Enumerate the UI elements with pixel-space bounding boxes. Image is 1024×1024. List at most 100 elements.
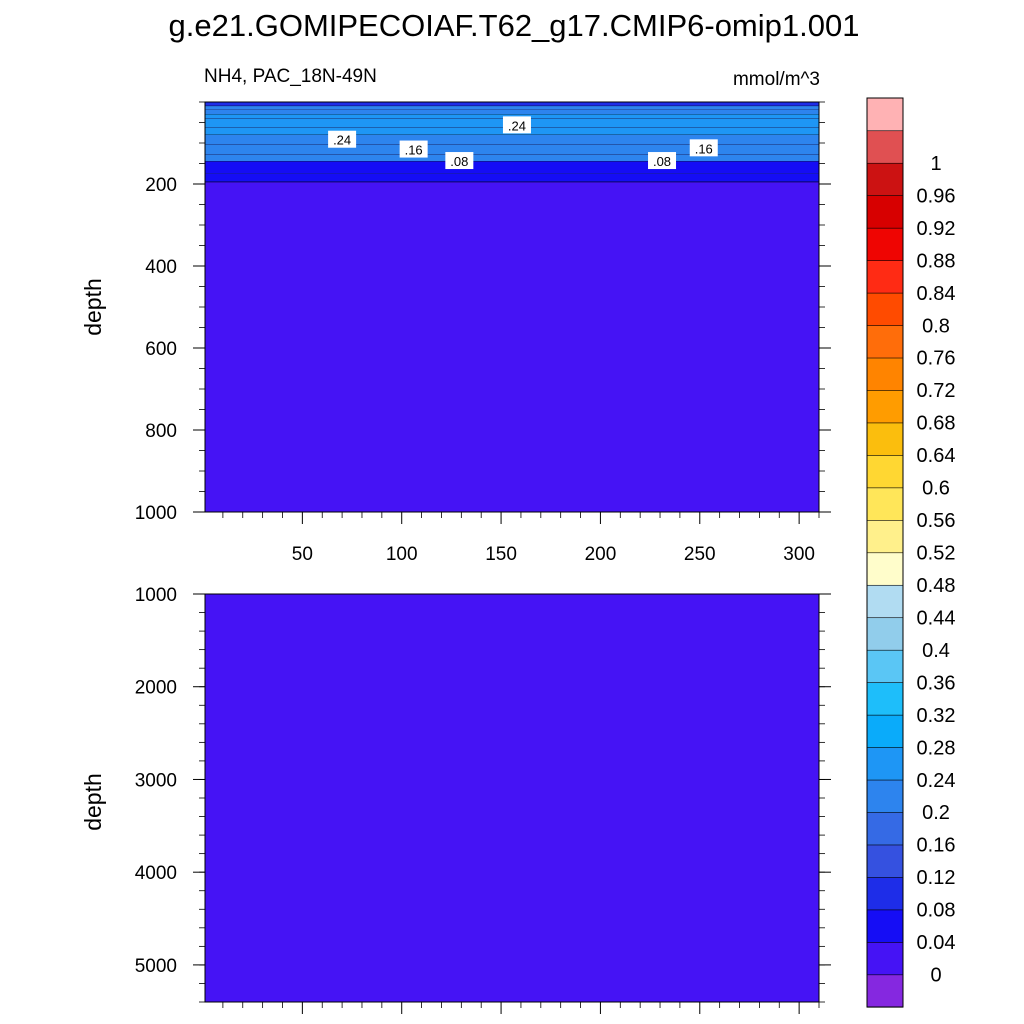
y-tick-label: 200	[145, 175, 177, 196]
colorbar-label: 0.56	[917, 510, 956, 532]
colorbar-swatch	[866, 746, 904, 781]
y-tick-label: 4000	[135, 863, 177, 884]
x-tick-label: 150	[485, 544, 517, 565]
contour-label-box	[502, 116, 531, 134]
colorbar-swatch	[866, 162, 904, 196]
contour-label-text: .16	[405, 143, 423, 158]
colorbar-swatch	[866, 714, 904, 748]
depth-band-3	[205, 134, 819, 162]
colorbar-swatch	[866, 454, 904, 489]
colorbar-swatch	[866, 584, 904, 619]
colorbar-swatch	[866, 260, 904, 294]
contour-label: .08	[648, 152, 677, 170]
colorbar-label: 0	[930, 965, 941, 987]
depth-band-1	[205, 106, 819, 115]
colorbar-label: 0.12	[917, 867, 956, 889]
colorbar-label: 0.24	[917, 770, 956, 792]
y-tick-label: 600	[145, 339, 177, 360]
colorbar-frame	[866, 97, 904, 1008]
y-tick-label: 2000	[135, 678, 177, 699]
contour-label-text: .08	[653, 154, 671, 169]
colorbar: 0 0.04 0.08 0.12 0.16 0.2 0.24 0.28 0.32 0.36 0.4 0…	[866, 97, 956, 1008]
y-tick-label: 1000	[135, 585, 177, 606]
colorbar-swatch	[866, 974, 904, 1008]
colorbar-swatch	[866, 227, 904, 261]
colorbar-label: 0.28	[917, 737, 956, 759]
colorbar-label: 0.44	[917, 607, 956, 629]
colorbar-swatch	[866, 389, 904, 424]
contour-label-text: .16	[695, 141, 713, 156]
colorbar-swatch	[866, 844, 904, 878]
colorbar-swatch	[866, 422, 904, 456]
contour-label-box	[328, 130, 357, 148]
colorbar-swatch	[866, 617, 904, 651]
x-tick-label: 200	[585, 544, 617, 565]
contour-label-box	[648, 152, 677, 170]
y-tick-label: 800	[145, 421, 177, 442]
colorbar-swatch	[866, 324, 904, 359]
colorbar-label: 0.68	[917, 413, 956, 435]
colorbar-swatch	[866, 552, 904, 586]
colorbar-swatch	[866, 909, 904, 943]
contour-label-text: .24	[508, 118, 526, 133]
contour-label: .16	[399, 140, 428, 158]
depth-band-4	[205, 161, 819, 182]
colorbar-label: 0.48	[917, 575, 956, 597]
colorbar-label: 0.2	[922, 802, 950, 824]
colorbar-swatch	[866, 292, 904, 326]
y-tick-label: 3000	[135, 770, 177, 791]
colorbar-swatch	[866, 519, 904, 554]
x-tick-label: 300	[783, 544, 815, 565]
colorbar-label: 0.92	[917, 218, 956, 240]
depth-band-0	[205, 102, 819, 107]
colorbar-label: 0.52	[917, 543, 956, 565]
colorbar-label: 0.4	[922, 640, 950, 662]
x-tick-label: 250	[684, 544, 716, 565]
contour-label: .08	[445, 152, 474, 170]
colorbar-swatch	[866, 195, 904, 229]
x-tick-label: 50	[292, 544, 313, 565]
colorbar-label: 0.08	[917, 900, 956, 922]
units-label: mmol/m^3	[733, 69, 820, 90]
upper-panel: 200 400 600 800 1000 50 100 150 200 250 300 depth .2…	[80, 101, 831, 565]
colorbar-label: 0.96	[917, 185, 956, 207]
colorbar-swatch	[866, 130, 904, 164]
colorbar-label: 0.32	[917, 705, 956, 727]
colorbar-swatch	[866, 779, 904, 813]
y-axis-label: depth	[80, 278, 106, 336]
lower-panel: 1000 2000 3000 4000 5000 depth	[80, 585, 831, 1014]
panel-region-label: NH4, PAC_18N-49N	[204, 66, 377, 87]
colorbar-label: 0.64	[917, 445, 956, 467]
y-tick-label: 5000	[135, 956, 177, 977]
colorbar-swatch	[866, 97, 904, 132]
field-background	[205, 594, 819, 1002]
colorbar-label: 0.88	[917, 250, 956, 272]
contour-label: .24	[328, 130, 357, 148]
colorbar-label: 0.6	[922, 478, 950, 500]
y-axis-label: depth	[80, 773, 106, 831]
colorbar-swatch	[866, 487, 904, 521]
colorbar-label: 0.04	[917, 932, 956, 954]
colorbar-label: 0.84	[917, 283, 956, 305]
y-tick-label: 400	[145, 257, 177, 278]
colorbar-label: 0.72	[917, 380, 956, 402]
colorbar-swatch	[866, 941, 904, 976]
contour-label-text: .24	[333, 133, 351, 148]
colorbar-label: 0.36	[917, 672, 956, 694]
colorbar-label: 0.76	[917, 348, 956, 370]
colorbar-swatch	[866, 649, 904, 683]
contour-label-box	[445, 152, 474, 170]
contour-label-box	[399, 140, 428, 158]
contour-label: .24	[502, 116, 531, 134]
chart-title: g.e21.GOMIPECOIAF.T62_g17.CMIP6-omip1.00…	[169, 8, 860, 43]
colorbar-swatch	[866, 357, 904, 391]
colorbar-label: 1	[930, 153, 941, 175]
colorbar-label: 0.16	[917, 835, 956, 857]
colorbar-swatch	[866, 876, 904, 911]
colorbar-swatch	[866, 682, 904, 716]
contour-label: .16	[689, 139, 718, 157]
colorbar-label: 0.8	[922, 315, 950, 337]
colorbar-swatch	[866, 811, 904, 846]
x-tick-label: 100	[386, 544, 418, 565]
